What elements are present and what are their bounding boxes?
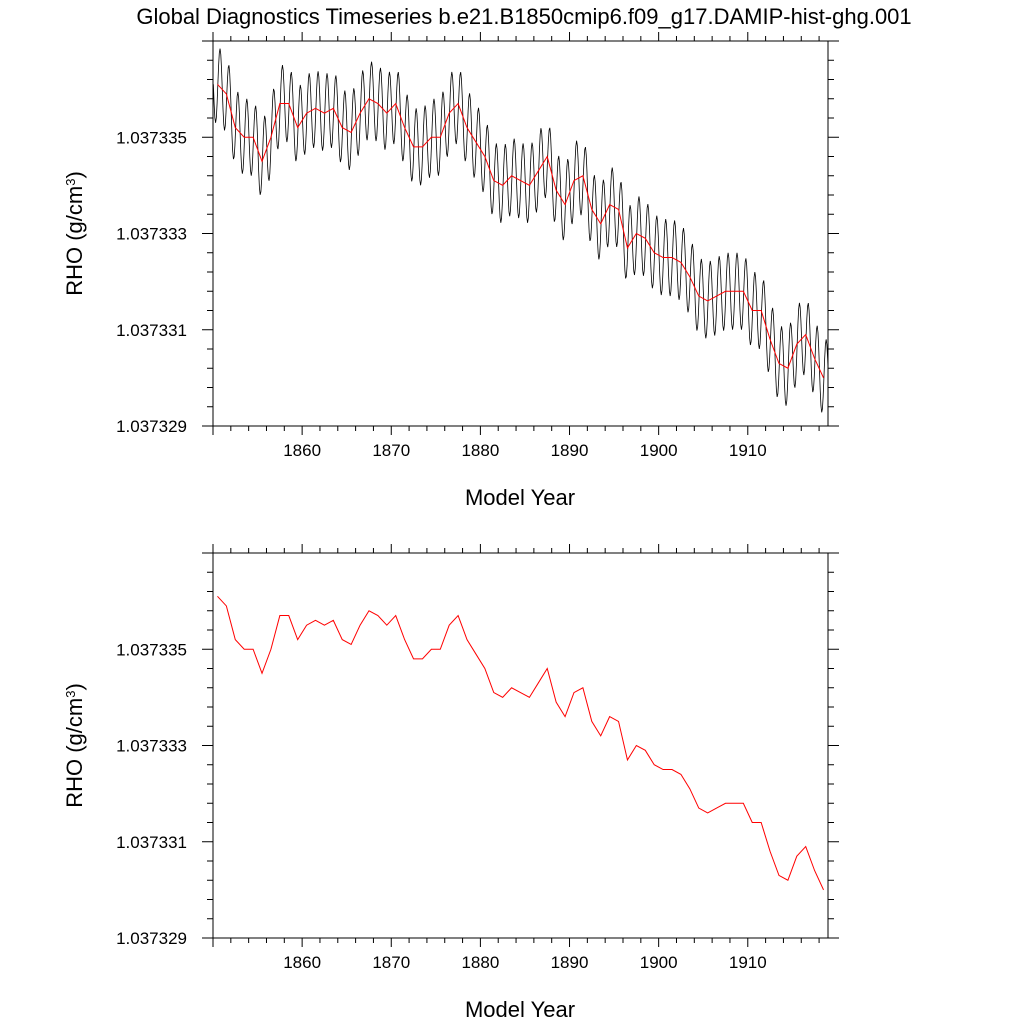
- bottom-x-tick-label: 1910: [729, 953, 767, 972]
- bottom-x-tick-label: 1860: [283, 953, 321, 972]
- top-monthly-line: [213, 48, 828, 413]
- bottom-y-axis-title: RHO (g/cm3): [62, 683, 87, 808]
- top-y-axis-title-sup: 3: [63, 179, 78, 186]
- top-x-tick-label: 1880: [461, 441, 499, 460]
- top-x-tick-label: 1910: [729, 441, 767, 460]
- bottom-y-tick-label: 1.037331: [116, 833, 187, 852]
- bottom-y-tick-label: 1.037333: [116, 737, 187, 756]
- bottom-x-tick-label: 1900: [640, 953, 678, 972]
- top-annual-mean-line: [217, 83, 824, 379]
- bottom-y-axis-title-sup: 3: [63, 691, 78, 698]
- top-x-tick-label: 1870: [372, 441, 410, 460]
- bottom-x-tick-label: 1870: [372, 953, 410, 972]
- top-y-tick-label: 1.037329: [116, 417, 187, 436]
- bottom-y-axis-title-main: RHO (g/cm: [62, 698, 87, 808]
- bottom-plot-frame: [212, 552, 829, 939]
- top-y-axis-title-main: RHO (g/cm: [62, 186, 87, 296]
- bottom-y-axis-title-close: ): [62, 683, 87, 690]
- top-plot-frame: [212, 40, 829, 427]
- top-y-axis-title: RHO (g/cm3): [62, 171, 87, 296]
- top-y-tick-label: 1.037331: [116, 321, 187, 340]
- top-y-tick-label: 1.037335: [116, 128, 187, 147]
- top-x-axis-title: Model Year: [465, 485, 575, 510]
- top-x-tick-label: 1890: [551, 441, 589, 460]
- top-ticks: 1860 1870 1880 1890 1900 1910 1.037329 1.037331…: [116, 32, 839, 460]
- top-x-tick-label: 1860: [283, 441, 321, 460]
- bottom-y-tick-label: 1.037329: [116, 929, 187, 948]
- bottom-panel: 1860 1870 1880 1890 1900 1910 1.037329 1.037331…: [62, 544, 839, 1022]
- bottom-x-tick-label: 1880: [461, 953, 499, 972]
- top-y-axis-title-close: ): [62, 171, 87, 178]
- top-y-tick-label: 1.037333: [116, 225, 187, 244]
- bottom-series-layer: [217, 595, 824, 891]
- bottom-y-tick-label: 1.037335: [116, 640, 187, 659]
- top-panel: 1860 1870 1880 1890 1900 1910 1.037329 1.037331…: [62, 32, 839, 510]
- figure-title: Global Diagnostics Timeseries b.e21.B185…: [136, 4, 911, 29]
- bottom-ticks: 1860 1870 1880 1890 1900 1910 1.037329 1.037331…: [116, 544, 839, 972]
- top-x-tick-label: 1900: [640, 441, 678, 460]
- bottom-annual-mean-line: [217, 595, 824, 891]
- bottom-x-tick-label: 1890: [551, 953, 589, 972]
- bottom-x-axis-title: Model Year: [465, 997, 575, 1022]
- top-series-layer: [213, 48, 828, 413]
